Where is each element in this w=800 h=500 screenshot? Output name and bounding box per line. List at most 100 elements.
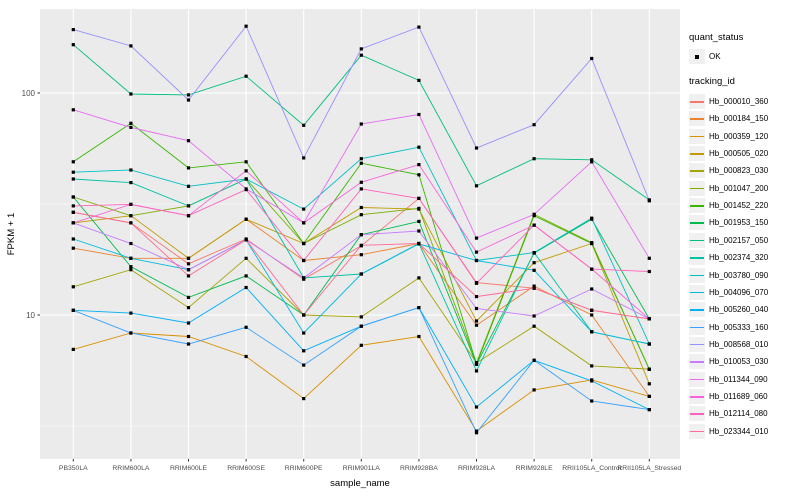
data-point[interactable] (244, 74, 248, 78)
data-point[interactable] (71, 108, 75, 112)
legend-item-Hb_002374_320[interactable]: Hb_002374_320 (689, 249, 768, 266)
data-point[interactable] (71, 28, 75, 32)
data-point[interactable] (532, 261, 536, 265)
data-point[interactable] (474, 369, 479, 373)
data-point[interactable] (71, 221, 75, 225)
data-point[interactable] (302, 221, 306, 225)
legend-item-Hb_002157_050[interactable]: Hb_002157_050 (689, 232, 768, 249)
data-point[interactable] (186, 306, 191, 310)
data-point[interactable] (71, 237, 75, 241)
data-point[interactable] (647, 394, 651, 398)
data-point[interactable] (129, 311, 133, 315)
data-point[interactable] (244, 160, 248, 164)
data-point[interactable] (186, 295, 191, 299)
data-point[interactable] (532, 268, 536, 272)
data-point[interactable] (590, 158, 594, 162)
data-point[interactable] (417, 112, 421, 117)
data-point[interactable] (129, 331, 133, 335)
data-point[interactable] (647, 317, 651, 321)
data-point[interactable] (417, 334, 421, 339)
data-point[interactable] (474, 306, 479, 311)
data-point[interactable] (590, 160, 594, 164)
data-point[interactable] (647, 256, 651, 260)
data-point[interactable] (474, 146, 479, 150)
data-point[interactable] (186, 256, 191, 260)
data-point[interactable] (532, 388, 536, 392)
data-point[interactable] (302, 258, 306, 263)
data-point[interactable] (244, 256, 248, 260)
data-point[interactable] (359, 233, 363, 237)
data-point[interactable] (359, 315, 363, 319)
data-point[interactable] (532, 314, 536, 318)
data-point[interactable] (244, 24, 248, 28)
data-point[interactable] (590, 241, 594, 246)
data-point[interactable] (474, 362, 479, 366)
data-point[interactable] (71, 160, 75, 164)
data-point[interactable] (590, 313, 594, 317)
data-point[interactable] (244, 285, 248, 290)
data-point[interactable] (474, 250, 479, 254)
data-point[interactable] (129, 168, 133, 172)
data-point[interactable] (590, 379, 594, 383)
data-point[interactable] (359, 272, 363, 276)
data-point[interactable] (302, 276, 306, 280)
data-point[interactable] (186, 342, 191, 346)
legend-item-Hb_011689_060[interactable]: Hb_011689_060 (689, 388, 768, 405)
data-point[interactable] (71, 177, 75, 181)
data-point[interactable] (129, 241, 133, 246)
data-point[interactable] (186, 166, 191, 170)
legend-item-Hb_000505_020[interactable]: Hb_000505_020 (689, 145, 768, 162)
data-point[interactable] (590, 56, 594, 61)
legend-item-Hb_001953_150[interactable]: Hb_001953_150 (689, 214, 768, 231)
data-point[interactable] (359, 205, 363, 210)
data-point[interactable] (129, 268, 133, 272)
legend-item-Hb_001452_220[interactable]: Hb_001452_220 (689, 197, 768, 214)
data-point[interactable] (71, 43, 75, 47)
data-point[interactable] (532, 358, 536, 362)
legend-item-Hb_023344_010[interactable]: Hb_023344_010 (689, 423, 768, 440)
data-point[interactable] (71, 210, 75, 214)
data-point[interactable] (532, 284, 536, 288)
data-point[interactable] (186, 214, 191, 218)
legend-item-Hb_012114_080[interactable]: Hb_012114_080 (689, 405, 768, 422)
data-point[interactable] (474, 236, 479, 240)
data-point[interactable] (71, 170, 75, 174)
data-point[interactable] (244, 217, 248, 221)
data-point[interactable] (186, 334, 191, 339)
data-point[interactable] (474, 431, 479, 435)
data-point[interactable] (474, 405, 479, 409)
data-point[interactable] (590, 308, 594, 312)
data-point[interactable] (186, 93, 191, 97)
legend-item-Hb_010053_030[interactable]: Hb_010053_030 (689, 353, 768, 370)
data-point[interactable] (129, 202, 133, 206)
data-point[interactable] (186, 139, 191, 143)
data-point[interactable] (359, 53, 363, 57)
data-point[interactable] (359, 47, 363, 51)
legend-item-Hb_000010_360[interactable]: Hb_000010_360 (689, 93, 768, 110)
data-point[interactable] (244, 325, 248, 329)
data-point[interactable] (532, 212, 536, 216)
data-point[interactable] (129, 265, 133, 269)
data-point[interactable] (590, 267, 594, 271)
data-point[interactable] (359, 187, 363, 191)
data-point[interactable] (532, 157, 536, 161)
data-point[interactable] (359, 213, 363, 217)
data-point[interactable] (244, 274, 248, 278)
data-point[interactable] (417, 219, 421, 223)
data-point[interactable] (417, 78, 421, 82)
data-point[interactable] (417, 241, 421, 246)
data-point[interactable] (186, 184, 191, 188)
data-point[interactable] (532, 324, 536, 328)
data-point[interactable] (590, 216, 594, 220)
data-point[interactable] (244, 188, 248, 192)
data-point[interactable] (590, 287, 594, 291)
data-point[interactable] (129, 221, 133, 225)
data-point[interactable] (244, 177, 248, 181)
data-point[interactable] (359, 343, 363, 347)
data-point[interactable] (647, 199, 651, 203)
data-point[interactable] (417, 206, 421, 210)
data-point[interactable] (244, 354, 248, 359)
data-point[interactable] (417, 196, 421, 200)
data-point[interactable] (302, 397, 306, 401)
data-point[interactable] (647, 342, 651, 346)
